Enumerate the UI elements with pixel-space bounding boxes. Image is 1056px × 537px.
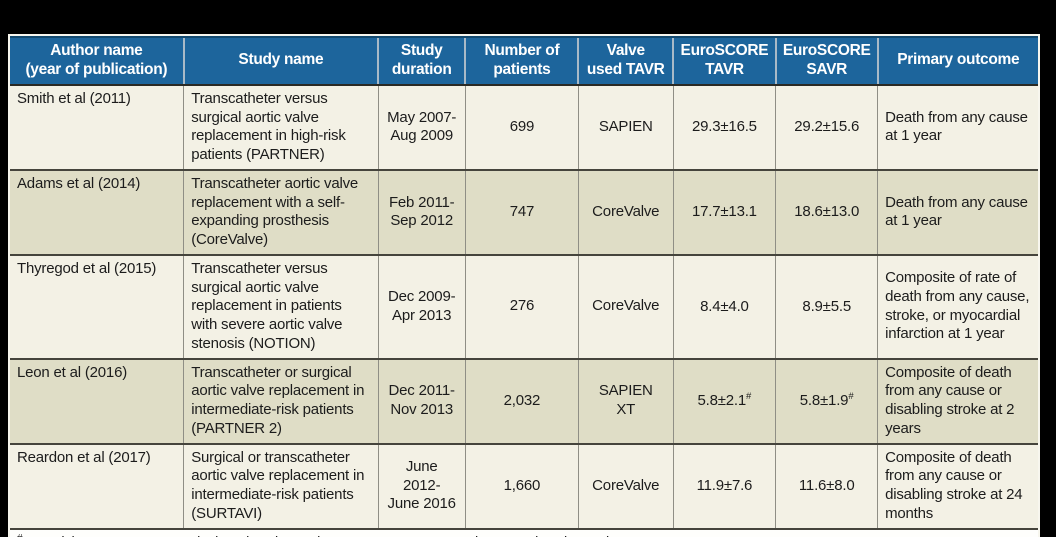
table-header: Author name (year of publication) Study …	[10, 36, 1038, 86]
table-row: Thyregod et al (2015) Transcatheter vers…	[10, 253, 1038, 359]
euroscore-savr-cell: 11.6±8.0	[775, 442, 878, 529]
col-header-valve-used: Valve used TAVR	[577, 36, 674, 86]
table-body: Smith et al (2011) Transcatheter versus …	[10, 84, 1038, 537]
primary-outcome-cell: Composite of rate of death from any caus…	[877, 253, 1038, 359]
table-row: Leon et al (2016) Transcatheter or surgi…	[10, 357, 1038, 444]
col-header-author: Author name (year of publication)	[10, 36, 184, 86]
euroscore-tavr-value: 5.8±2.1	[697, 392, 747, 410]
table-footnote-row: #STS risk score. SAVR: surgical aortic v…	[10, 527, 1038, 537]
table-row: Smith et al (2011) Transcatheter versus …	[10, 84, 1038, 170]
valve-used-cell: CoreValve	[577, 442, 674, 529]
study-duration-cell: Dec 2011- Nov 2013	[377, 357, 466, 444]
study-name-cell: Transcatheter or surgical aortic valve r…	[183, 357, 378, 444]
euroscore-savr-cell: 18.6±13.0	[775, 168, 878, 255]
study-name-cell: Transcatheter versus surgical aortic val…	[183, 84, 378, 170]
patients-count-cell: 699	[464, 84, 579, 170]
primary-outcome-cell: Composite of death from any cause or dis…	[877, 357, 1038, 444]
euroscore-tavr-value: 11.9±7.6	[696, 477, 753, 495]
study-duration-cell: Dec 2009- Apr 2013	[377, 253, 466, 359]
table-row: Reardon et al (2017) Surgical or transca…	[10, 442, 1038, 529]
author-cell: Reardon et al (2017)	[10, 442, 184, 529]
table-row: Adams et al (2014) Transcatheter aortic …	[10, 168, 1038, 255]
col-header-study-duration: Study duration	[376, 36, 466, 86]
footnote-marker: #	[17, 533, 23, 537]
study-name-cell: Transcatheter versus surgical aortic val…	[183, 253, 378, 359]
table-footnote: #STS risk score. SAVR: surgical aortic v…	[10, 527, 1038, 537]
euroscore-savr-cell: 8.9±5.5	[775, 253, 878, 359]
footnote-marker: #	[848, 391, 854, 403]
author-cell: Leon et al (2016)	[10, 357, 184, 444]
author-cell: Adams et al (2014)	[10, 168, 184, 255]
euroscore-savr-value: 8.9±5.5	[802, 297, 851, 315]
euroscore-savr-cell: 29.2±15.6	[775, 84, 878, 170]
col-header-euroscore-tavr: EuroSCORE TAVR	[672, 36, 776, 86]
col-header-number-of-patients: Number of patients	[464, 36, 579, 86]
study-duration-cell: May 2007- Aug 2009	[377, 84, 466, 170]
primary-outcome-cell: Composite of death from any cause or dis…	[877, 442, 1038, 529]
primary-outcome-cell: Death from any cause at 1 year	[877, 168, 1038, 255]
euroscore-tavr-cell: 5.8±2.1#	[672, 357, 776, 444]
study-name-cell: Transcatheter aortic valve replacement w…	[183, 168, 378, 255]
study-name-cell: Surgical or transcatheter aortic valve r…	[183, 442, 378, 529]
euroscore-savr-cell: 5.8±1.9#	[775, 357, 878, 444]
study-duration-cell: June 2012- June 2016	[377, 442, 466, 529]
footnote-text: STS risk score. SAVR: surgical aortic va…	[25, 534, 663, 537]
col-header-primary-outcome: Primary outcome	[876, 36, 1038, 86]
valve-used-cell: CoreValve	[577, 168, 674, 255]
euroscore-savr-value: 18.6±13.0	[794, 203, 860, 221]
valve-used-cell: SAPIEN	[577, 84, 674, 170]
patients-count-cell: 276	[464, 253, 579, 359]
author-cell: Thyregod et al (2015)	[10, 253, 184, 359]
tavr-savr-studies-table: Author name (year of publication) Study …	[10, 36, 1038, 537]
euroscore-tavr-value: 29.3±16.5	[692, 118, 757, 136]
euroscore-savr-value: 29.2±15.6	[794, 118, 860, 136]
euroscore-tavr-cell: 8.4±4.0	[672, 253, 776, 359]
col-header-study-name: Study name	[182, 36, 378, 86]
valve-used-cell: SAPIEN XT	[577, 357, 674, 444]
study-duration-cell: Feb 2011- Sep 2012	[377, 168, 466, 255]
euroscore-tavr-value: 8.4±4.0	[700, 297, 749, 315]
euroscore-savr-value: 11.6±8.0	[798, 477, 855, 495]
comparison-table-frame: Author name (year of publication) Study …	[8, 34, 1040, 537]
euroscore-savr-value: 5.8±1.9	[799, 392, 849, 410]
primary-outcome-cell: Death from any cause at 1 year	[877, 84, 1038, 170]
patients-count-cell: 747	[464, 168, 579, 255]
footnote-marker: #	[746, 391, 752, 403]
euroscore-tavr-cell: 17.7±13.1	[672, 168, 776, 255]
patients-count-cell: 2,032	[464, 357, 579, 444]
euroscore-tavr-cell: 29.3±16.5	[672, 84, 776, 170]
euroscore-tavr-value: 17.7±13.1	[692, 203, 757, 221]
col-header-euroscore-savr: EuroSCORE SAVR	[774, 36, 878, 86]
patients-count-cell: 1,660	[464, 442, 579, 529]
author-cell: Smith et al (2011)	[10, 84, 184, 170]
euroscore-tavr-cell: 11.9±7.6	[672, 442, 776, 529]
valve-used-cell: CoreValve	[577, 253, 674, 359]
